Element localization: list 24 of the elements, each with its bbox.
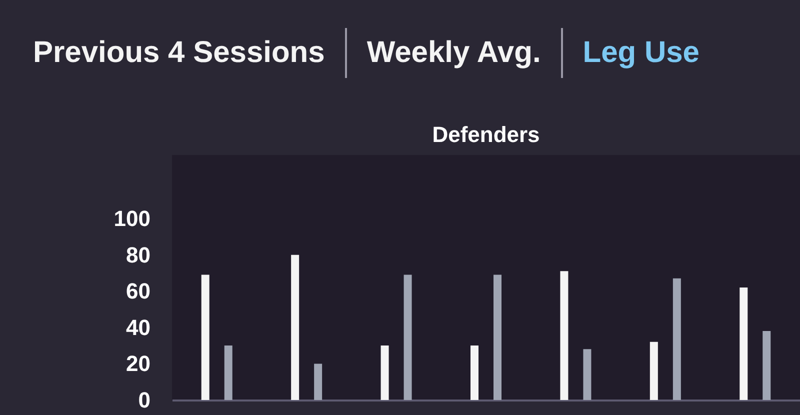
chart-title: Defenders [432, 122, 540, 147]
y-tick-label: 40 [126, 314, 150, 340]
bar [494, 274, 502, 400]
bar [650, 342, 658, 400]
bar [380, 346, 389, 400]
y-tick-label: 100 [114, 206, 150, 232]
bar [672, 278, 681, 400]
bar [314, 364, 322, 400]
y-tick-label: 0 [138, 388, 150, 412]
text: Leg Use [582, 35, 700, 71]
text: Previous 4 Sessions [33, 35, 325, 71]
bar [740, 287, 748, 400]
bar [583, 349, 592, 400]
bar [201, 274, 210, 400]
bar [291, 254, 300, 400]
bar [470, 346, 478, 400]
text: Weekly Avg. [366, 35, 541, 71]
bar [224, 346, 232, 400]
y-tick-label: 60 [126, 278, 150, 304]
y-tick-label: 20 [126, 351, 150, 376]
bar [560, 271, 568, 400]
bar [762, 331, 771, 400]
y-tick-label: 80 [126, 242, 150, 268]
bar [404, 274, 412, 400]
